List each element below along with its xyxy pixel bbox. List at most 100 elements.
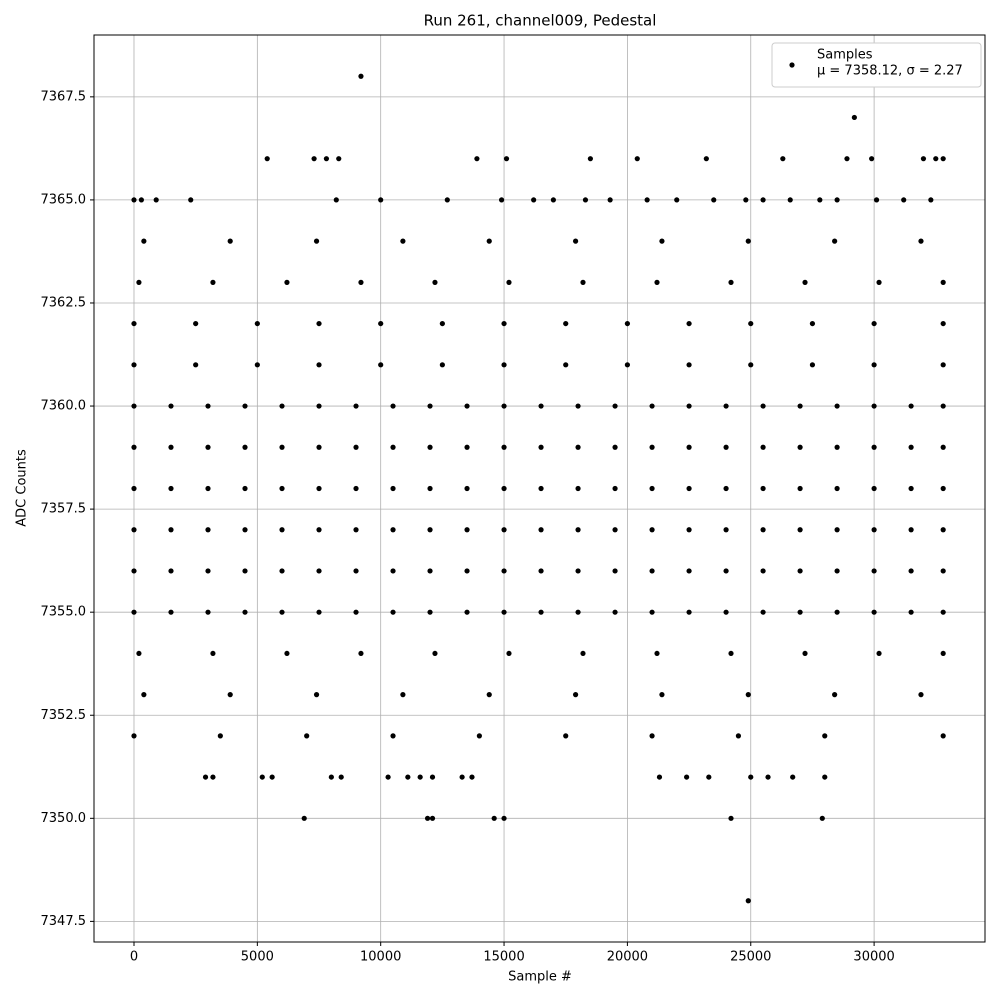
point xyxy=(871,485,877,492)
point xyxy=(871,320,877,327)
y-tick-label: 7355.0 xyxy=(41,605,87,620)
x-tick-label: 0 xyxy=(130,950,138,965)
point xyxy=(802,279,808,285)
point xyxy=(797,485,803,492)
point xyxy=(809,362,816,368)
legend-label: Samples xyxy=(817,48,873,63)
point xyxy=(432,650,438,657)
point xyxy=(538,485,544,492)
point xyxy=(787,197,793,203)
point xyxy=(711,197,717,203)
point xyxy=(353,485,359,492)
point xyxy=(649,403,655,409)
point xyxy=(242,527,248,533)
point xyxy=(284,650,290,657)
x-tick-label: 30000 xyxy=(853,950,894,965)
point xyxy=(538,609,544,615)
point xyxy=(210,774,216,780)
point xyxy=(131,362,137,368)
point xyxy=(353,527,359,533)
point xyxy=(131,197,137,203)
point xyxy=(940,444,946,450)
point xyxy=(940,279,946,285)
point xyxy=(316,527,322,533)
point xyxy=(469,774,475,780)
point xyxy=(316,362,322,368)
y-tick-label: 7357.5 xyxy=(41,502,87,517)
x-axis-label: Sample # xyxy=(508,970,572,985)
point xyxy=(417,774,423,780)
point xyxy=(871,362,877,368)
x-tick-label: 10000 xyxy=(360,950,401,965)
x-tick-label: 20000 xyxy=(607,950,648,965)
point xyxy=(612,485,618,492)
point xyxy=(538,568,544,574)
point xyxy=(686,403,692,409)
point xyxy=(210,279,216,285)
point xyxy=(353,568,359,574)
point xyxy=(168,527,174,533)
point xyxy=(131,403,137,409)
point xyxy=(659,692,665,698)
point xyxy=(634,156,640,162)
point xyxy=(575,609,581,615)
point xyxy=(501,485,507,492)
point xyxy=(390,444,396,450)
point xyxy=(328,774,334,780)
point xyxy=(748,320,754,327)
point xyxy=(869,156,875,162)
point xyxy=(624,362,631,368)
point xyxy=(876,279,882,285)
point xyxy=(491,815,497,821)
point xyxy=(141,238,147,244)
point xyxy=(760,485,766,492)
point xyxy=(390,403,396,409)
point xyxy=(834,403,840,409)
point xyxy=(427,444,433,450)
point xyxy=(353,403,359,409)
point xyxy=(390,609,396,615)
point xyxy=(797,609,803,615)
point xyxy=(242,609,248,615)
point xyxy=(378,197,384,203)
point xyxy=(279,403,285,409)
point xyxy=(227,692,233,698)
point xyxy=(136,279,142,285)
x-tick-label: 5000 xyxy=(241,950,274,965)
point xyxy=(242,444,248,450)
point xyxy=(797,568,803,574)
y-axis-label: ADC Counts xyxy=(15,449,30,527)
point xyxy=(390,485,396,492)
point xyxy=(538,444,544,450)
point xyxy=(205,403,211,409)
point xyxy=(809,320,816,327)
point xyxy=(834,609,840,615)
point xyxy=(817,197,823,203)
point xyxy=(538,527,544,533)
point xyxy=(338,774,344,780)
point xyxy=(832,692,838,698)
point xyxy=(572,238,579,244)
point xyxy=(745,898,751,904)
point xyxy=(501,444,507,450)
point xyxy=(476,733,482,739)
point xyxy=(612,403,618,409)
point xyxy=(427,485,433,492)
point xyxy=(790,774,796,780)
point xyxy=(686,527,692,533)
point xyxy=(501,609,507,615)
point xyxy=(940,609,946,615)
point xyxy=(920,156,927,162)
point xyxy=(649,609,655,615)
point xyxy=(439,362,445,368)
point xyxy=(313,692,320,698)
point xyxy=(908,403,914,409)
point xyxy=(563,362,569,368)
point xyxy=(138,197,144,203)
point xyxy=(427,568,433,574)
point xyxy=(940,403,946,409)
chart-title: Run 261, channel009, Pedestal xyxy=(424,12,657,30)
point xyxy=(550,197,556,203)
point xyxy=(649,527,655,533)
point xyxy=(760,197,766,203)
